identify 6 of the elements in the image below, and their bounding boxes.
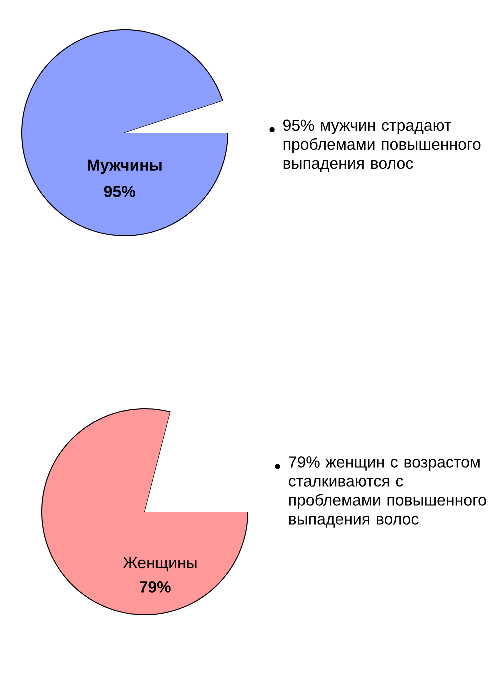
text: 79% женщин с возрастом сталкиваются с проблемами повышенного выпадения волос <box>289 456 486 528</box>
slice-label: Мужчины <box>88 160 162 174</box>
slice-label: Женщины <box>123 557 197 572</box>
data-label: 79% <box>140 582 171 593</box>
data-label: 95% <box>104 186 136 198</box>
text: 95% мужчин страдают проблемами повышенного выпадения волос <box>284 120 481 172</box>
